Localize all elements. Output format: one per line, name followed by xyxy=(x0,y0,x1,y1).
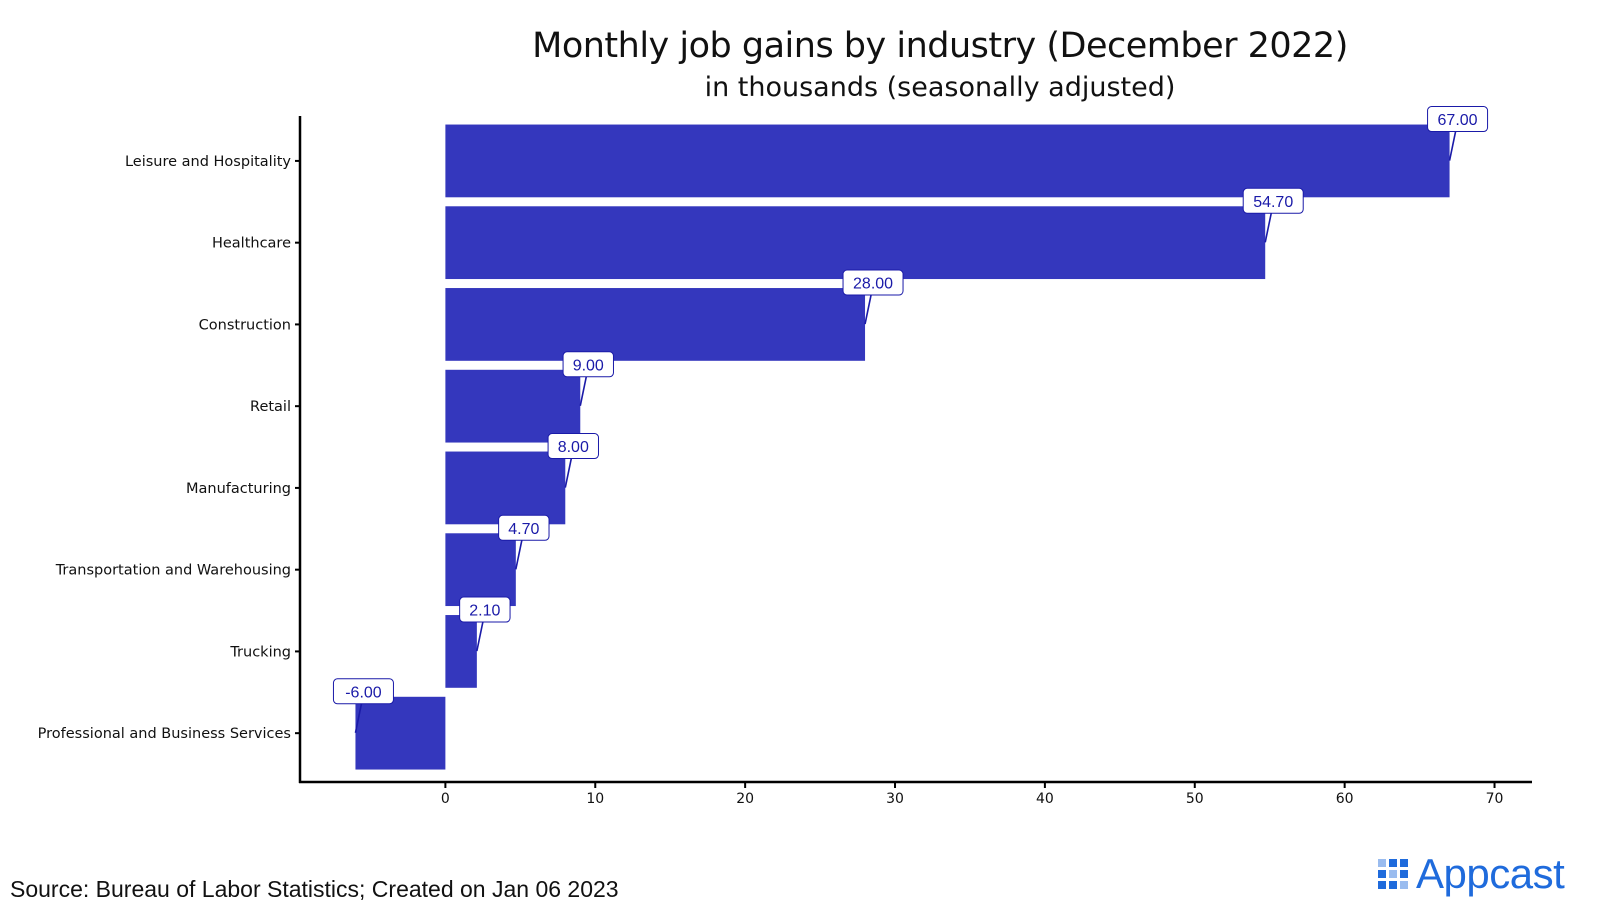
chart-subtitle: in thousands (seasonally adjusted) xyxy=(704,72,1176,103)
y-tick-label: Construction xyxy=(199,317,291,333)
value-label-leader xyxy=(476,621,484,652)
value-label: 8.00 xyxy=(558,439,589,456)
value-label-box xyxy=(459,596,511,623)
bar xyxy=(445,615,477,688)
value-label: -6.00 xyxy=(345,684,382,701)
y-tick-label: Transportation and Warehousing xyxy=(55,563,291,579)
x-tick-label: 50 xyxy=(1186,791,1204,807)
bar xyxy=(445,369,581,443)
value-label-box xyxy=(842,269,904,296)
chart-title: Monthly job gains by industry (December … xyxy=(532,26,1348,66)
value-label-leader xyxy=(864,294,872,325)
y-tick-label: Manufacturing xyxy=(186,481,291,497)
value-label: 28.00 xyxy=(853,276,893,293)
bar xyxy=(445,533,516,607)
x-tick-label: 0 xyxy=(441,791,450,807)
appcast-logo-icon xyxy=(1378,859,1408,889)
source-note: Source: Bureau of Labor Statistics; Crea… xyxy=(10,876,619,902)
bar xyxy=(445,288,866,361)
value-label: 54.70 xyxy=(1253,194,1293,211)
value-label-leader xyxy=(1448,131,1457,161)
bar xyxy=(445,206,1266,280)
value-label-leader xyxy=(354,703,363,733)
x-tick-label: 40 xyxy=(1036,791,1054,807)
x-tick-label: 70 xyxy=(1486,791,1504,807)
appcast-logo: Appcast xyxy=(1378,848,1588,900)
y-tick-label: Trucking xyxy=(229,644,291,660)
bar xyxy=(445,451,566,525)
value-label-box xyxy=(562,351,614,378)
y-tick-label: Healthcare xyxy=(212,236,291,252)
bar xyxy=(445,124,1450,198)
y-tick-label: Retail xyxy=(250,399,291,415)
x-tick-label: 20 xyxy=(736,791,754,807)
value-label-leader xyxy=(515,540,523,570)
value-label-box xyxy=(547,433,599,460)
value-label-box xyxy=(1427,106,1489,133)
y-tick-label: Professional and Business Services xyxy=(38,726,291,742)
value-label-leader xyxy=(1264,213,1272,243)
value-label-leader xyxy=(579,376,588,406)
value-label: 67.00 xyxy=(1438,112,1478,129)
bar xyxy=(355,696,446,770)
x-tick-label: 30 xyxy=(886,791,904,807)
y-tick-label: Leisure and Hospitality xyxy=(125,154,291,170)
value-label-leader xyxy=(564,458,573,488)
appcast-logo-text: Appcast xyxy=(1416,850,1565,897)
x-tick-label: 60 xyxy=(1336,791,1354,807)
value-label: 9.00 xyxy=(573,357,604,374)
value-label-box xyxy=(332,678,394,705)
value-label-box xyxy=(1242,187,1304,214)
value-label: 2.10 xyxy=(469,603,500,620)
x-tick-label: 10 xyxy=(586,791,604,807)
value-label-box xyxy=(498,514,550,541)
value-label: 4.70 xyxy=(508,521,539,538)
